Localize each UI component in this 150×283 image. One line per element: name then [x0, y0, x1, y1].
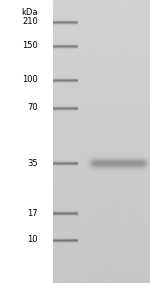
Text: 70: 70: [27, 104, 38, 113]
Text: 100: 100: [22, 76, 38, 85]
Text: 10: 10: [27, 235, 38, 245]
Text: 35: 35: [27, 158, 38, 168]
Text: 150: 150: [22, 42, 38, 50]
Text: 17: 17: [27, 209, 38, 218]
Text: kDa: kDa: [21, 8, 38, 17]
Text: 210: 210: [22, 18, 38, 27]
